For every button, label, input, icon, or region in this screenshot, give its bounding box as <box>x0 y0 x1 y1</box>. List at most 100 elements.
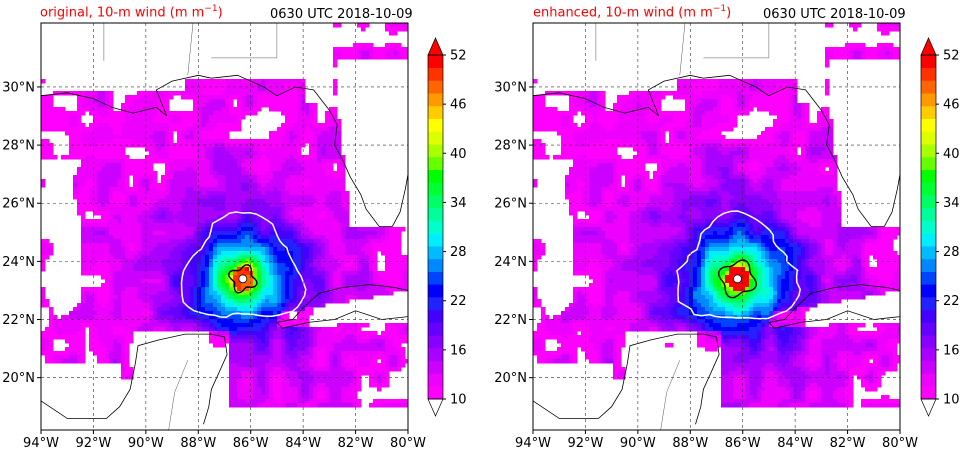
left-wind-cell <box>149 303 154 308</box>
left-wind-cell <box>121 315 126 320</box>
left-wind-cell <box>65 331 70 336</box>
left-wind-cell <box>181 135 186 140</box>
left-wind-cell <box>85 151 90 156</box>
left-wind-cell <box>381 335 386 340</box>
left-wind-cell <box>313 287 318 292</box>
left-wind-cell <box>85 307 90 312</box>
left-wind-cell <box>237 127 242 132</box>
left-wind-cell <box>365 23 370 28</box>
left-wind-cell <box>277 87 282 92</box>
left-wind-cell <box>361 331 366 336</box>
left-wind-cell <box>325 207 330 212</box>
left-wind-cell <box>153 323 158 328</box>
left-wind-cell <box>337 283 342 288</box>
left-wind-cell <box>161 255 166 260</box>
left-wind-cell <box>397 351 402 356</box>
left-wind-cell <box>333 339 338 344</box>
left-wind-cell <box>381 247 386 252</box>
left-wind-cell <box>281 343 286 348</box>
left-wind-cell <box>101 155 106 160</box>
left-wind-cell <box>213 243 218 248</box>
left-wind-cell <box>257 295 262 300</box>
left-wind-cell <box>273 211 278 216</box>
left-wind-cell <box>173 327 178 332</box>
left-wind-cell <box>217 267 222 272</box>
left-wind-cell <box>301 283 306 288</box>
left-wind-cell <box>85 191 90 196</box>
left-wind-cell <box>197 215 202 220</box>
left-wind-cell <box>321 207 326 212</box>
left-wind-cell <box>109 303 114 308</box>
left-wind-cell <box>121 239 126 244</box>
left-wind-cell <box>101 199 106 204</box>
left-wind-cell <box>253 311 258 316</box>
left-wind-cell <box>273 139 278 144</box>
left-wind-cell <box>305 355 310 360</box>
left-wind-cell <box>273 359 278 364</box>
left-wind-cell <box>269 247 274 252</box>
left-wind-cell <box>169 287 174 292</box>
left-wind-cell <box>165 307 170 312</box>
left-wind-cell <box>93 299 98 304</box>
left-wind-cell <box>201 195 206 200</box>
left-wind-cell <box>341 263 346 268</box>
left-wind-cell <box>161 291 166 296</box>
left-wind-cell <box>281 107 286 112</box>
left-wind-cell <box>205 291 210 296</box>
left-wind-cell <box>353 267 358 272</box>
left-wind-cell <box>277 187 282 192</box>
left-wind-cell <box>101 159 106 164</box>
left-wind-cell <box>401 51 406 56</box>
left-wind-cell <box>233 147 238 152</box>
left-wind-cell <box>281 363 286 368</box>
left-wind-cell <box>273 315 278 320</box>
left-wind-cell <box>97 319 102 324</box>
left-wind-cell <box>285 351 290 356</box>
left-wind-cell <box>185 119 190 124</box>
left-wind-cell <box>273 183 278 188</box>
left-wind-cell <box>281 163 286 168</box>
left-wind-cell <box>309 263 314 268</box>
left-wind-cell <box>301 79 306 84</box>
left-wind-cell <box>81 307 86 312</box>
left-wind-cell <box>213 103 218 108</box>
left-wind-cell <box>201 191 206 196</box>
left-wind-cell <box>145 275 150 280</box>
left-wind-cell <box>381 47 386 52</box>
left-wind-cell <box>137 287 142 292</box>
left-wind-cell <box>77 195 82 200</box>
left-wind-cell <box>153 131 158 136</box>
left-wind-cell <box>165 211 170 216</box>
left-wind-cell <box>97 151 102 156</box>
left-wind-cell <box>241 155 246 160</box>
left-wind-cell <box>213 91 218 96</box>
left-wind-cell <box>149 151 154 156</box>
left-wind-cell <box>293 139 298 144</box>
left-wind-cell <box>237 303 242 308</box>
left-wind-cell <box>377 363 382 368</box>
left-wind-cell <box>269 283 274 288</box>
left-wind-cell <box>389 327 394 332</box>
left-wind-cell <box>153 279 158 284</box>
left-wind-cell <box>229 303 234 308</box>
left-wind-cell <box>229 351 234 356</box>
left-wind-cell <box>229 255 234 260</box>
left-wind-cell <box>265 163 270 168</box>
left-wind-cell <box>141 299 146 304</box>
left-wind-cell <box>189 211 194 216</box>
left-wind-cell <box>269 359 274 364</box>
left-wind-cell <box>57 115 62 120</box>
left-wind-cell <box>221 107 226 112</box>
left-wind-cell <box>221 119 226 124</box>
left-wind-cell <box>281 255 286 260</box>
left-wind-cell <box>385 339 390 344</box>
left-wind-cell <box>161 199 166 204</box>
left-wind-cell <box>125 211 130 216</box>
left-wind-cell <box>397 271 402 276</box>
left-wind-cell <box>173 91 178 96</box>
left-wind-cell <box>73 343 78 348</box>
left-wind-cell <box>173 295 178 300</box>
left-wind-cell <box>205 171 210 176</box>
left-wind-cell <box>113 263 118 268</box>
left-wind-cell <box>221 271 226 276</box>
